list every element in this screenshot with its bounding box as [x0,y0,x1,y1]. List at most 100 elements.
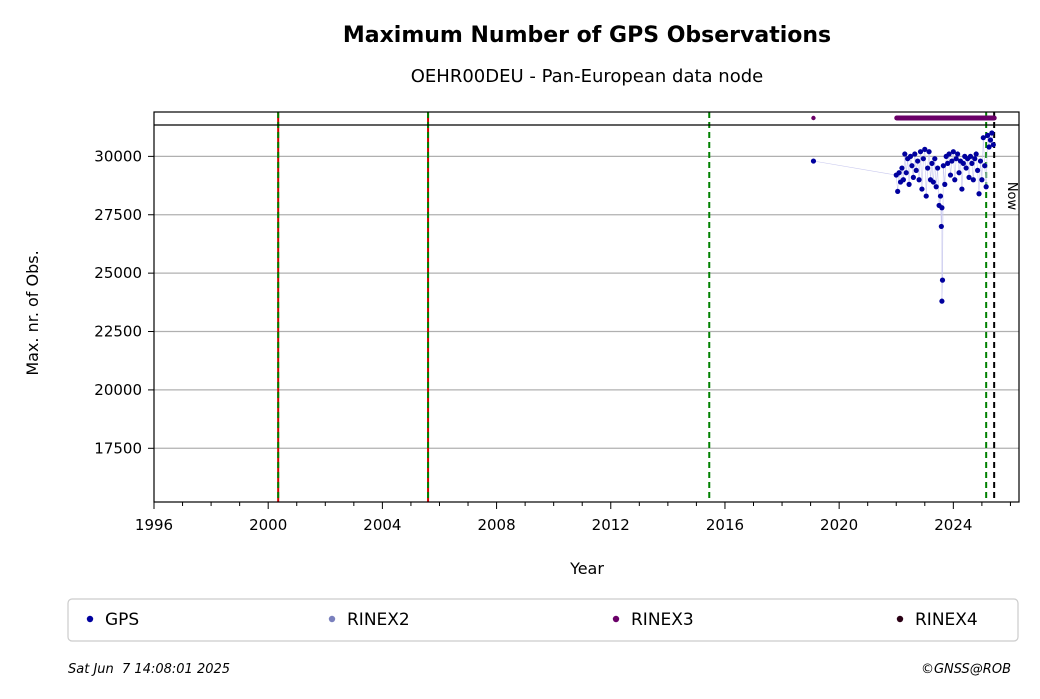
legend-marker [86,615,94,623]
x-tick-label: 2008 [477,516,515,534]
gps-point [916,177,922,183]
gps-point [915,158,921,164]
gps-point [910,174,916,180]
legend-label: RINEX4 [915,610,978,630]
gps-point [973,151,979,157]
gps-point [896,170,902,176]
legend-label: RINEX2 [347,610,410,630]
gps-point [984,132,991,138]
gps-point [963,165,969,171]
legend-marker [328,615,336,623]
gps-point [940,163,946,169]
plot-frame [153,111,1020,503]
gps-point [923,193,929,199]
gps-point [972,156,978,162]
legend-marker [612,615,620,623]
x-tick-label: 2016 [706,516,744,534]
gps-point [920,156,926,162]
x-tick-label: 2024 [934,516,972,534]
gps-point [956,170,962,176]
gps-point [947,172,954,178]
y-tick-label: 25000 [94,264,142,282]
chart-title: Maximum Number of GPS Observations [343,23,831,48]
gps-point [969,160,975,166]
legend-label: RINEX3 [631,610,694,630]
legend: GPS RINEX2 RINEX3 RINEX4 [67,598,1019,642]
gps-point [926,149,932,155]
x-tick-label: 2004 [363,516,401,534]
x-tick-label: 2012 [592,516,630,534]
gps-point [977,158,984,164]
gps-point [990,142,996,148]
plot-area: 17500 20000 22500 25000 27500 30000 1996 2000 20… [94,111,1020,534]
gps-point [906,181,912,187]
x-tick-label: 2000 [249,516,287,534]
gps-point [917,149,924,155]
gps-point [946,151,952,157]
x-tick-label: 1996 [135,516,173,534]
gps-point [919,186,925,192]
legend-marker [896,615,904,623]
gps-point [979,177,985,183]
gps-point [980,135,986,141]
gps-point [907,153,914,159]
gps-point [912,151,918,157]
gps-point [939,205,945,211]
gps-point [932,156,938,162]
y-tick-label: 17500 [94,439,142,457]
gps-point [989,130,995,136]
gps-point [937,193,944,199]
y-tick-label: 22500 [94,323,142,341]
gps-point [939,277,946,283]
gps-point [955,151,961,157]
gps-point [976,191,982,197]
gps-point [899,165,905,171]
y-tick-label: 30000 [94,147,142,165]
gps-point [945,160,951,166]
y-axis-label: Max. nr. of Obs. [23,250,42,375]
gps-point [939,298,945,304]
date-text: Sat Jun 7 14:08:01 2025 [68,662,230,677]
gps-point [900,177,906,183]
gps-point [902,151,908,157]
gps-point [925,165,931,171]
gps-point [903,170,909,176]
gps-point [933,184,939,190]
gps-point [986,144,992,150]
x-tick-label: 2020 [820,516,858,534]
gps-point [913,167,919,173]
y-tick-label: 27500 [94,206,142,224]
gps-point [942,181,948,187]
gps-point [938,223,944,230]
gps-point [810,158,817,164]
gps-point [922,146,928,152]
gps-point [982,163,988,169]
legend-label: GPS [105,610,139,630]
gps-point [966,174,972,180]
now-label: Now [1004,182,1019,211]
gps-point [935,165,941,171]
x-axis-label: Year [569,559,604,578]
gps-point [952,177,958,183]
gps-point [959,186,965,192]
chart-subtitle: OEHR00DEU - Pan-European data node [411,66,763,87]
gps-point [967,153,974,159]
gps-point [949,158,955,164]
gps-point [953,156,959,162]
legend-box [67,598,1019,642]
gps-point [930,179,936,185]
rinex3-band [894,115,997,121]
gps-point [975,167,981,173]
gps-point [987,137,994,143]
gps-point [929,160,935,166]
credit-text: ©GNSS@ROB [921,662,1011,677]
y-tick-label: 20000 [94,381,142,399]
gps-point [895,188,901,195]
gps-point [950,149,956,155]
gps-point [983,184,989,190]
gps-point [970,177,976,183]
rinex3-point [811,115,816,121]
gps-point [909,163,915,169]
gps-point [960,160,966,166]
